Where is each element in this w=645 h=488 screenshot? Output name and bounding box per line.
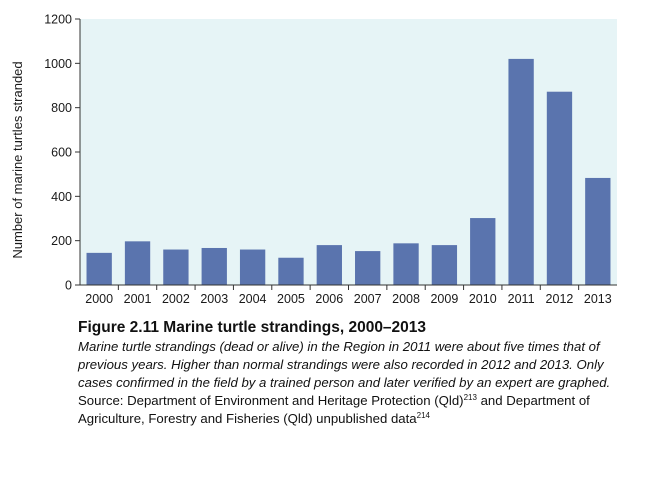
y-axis-label: Number of marine turtles stranded [10, 61, 25, 258]
bar-2005 [278, 257, 304, 285]
caption-ref-214: 214 [416, 411, 430, 420]
bar-2011 [508, 58, 534, 286]
x-tick-label-2002: 2002 [162, 292, 190, 306]
bar-chart: 0 200 400 600 800 1000 1200 2000 2001 2002 2003 20… [10, 13, 617, 306]
caption-description: Marine turtle strandings (dead or alive)… [78, 339, 611, 390]
caption-title: Figure 2.11 Marine turtle strandings, 20… [78, 319, 427, 336]
bar-2003 [201, 247, 227, 285]
x-tick-label-2013: 2013 [584, 292, 612, 306]
x-ticks-layer: 2000 2001 2002 2003 2004 2005 2006 2007 2008 2009… [85, 285, 612, 306]
bar-2001 [124, 241, 151, 285]
plot-background [80, 19, 617, 285]
x-tick-label-2000: 2000 [85, 292, 113, 306]
y-ticks-layer: 0 200 400 600 800 1000 1200 [44, 13, 80, 293]
bar-2008 [393, 243, 419, 285]
x-tick-label-2006: 2006 [315, 292, 343, 306]
bar-2012 [546, 91, 573, 286]
caption-source-part2: and Department of Agriculture, Forestry … [78, 393, 590, 426]
bar-2002 [163, 249, 189, 285]
caption-body: Marine turtle strandings (dead or alive)… [78, 338, 638, 428]
y-tick-label-1200: 1200 [44, 13, 72, 27]
bar-2007 [355, 251, 381, 285]
y-tick-label-200: 200 [51, 234, 72, 248]
x-tick-label-2011: 2011 [508, 292, 535, 306]
y-tick-label-600: 600 [51, 146, 72, 160]
bar-2010 [470, 218, 496, 285]
bars-layer [86, 58, 611, 286]
bar-2009 [431, 245, 458, 285]
caption-ref-213: 213 [463, 393, 477, 402]
y-tick-label-800: 800 [51, 101, 72, 115]
bar-2000 [86, 252, 112, 285]
x-tick-label-2007: 2007 [354, 292, 382, 306]
x-tick-label-2001: 2001 [124, 292, 152, 306]
x-tick-label-2003: 2003 [200, 292, 228, 306]
y-tick-label-0: 0 [65, 279, 72, 293]
x-tick-label-2008: 2008 [392, 292, 420, 306]
y-tick-label-1000: 1000 [44, 57, 72, 71]
caption-source-part1: Source: Department of Environment and He… [78, 393, 464, 408]
x-tick-label-2005: 2005 [277, 292, 305, 306]
y-tick-label-400: 400 [51, 190, 72, 204]
x-tick-label-2010: 2010 [469, 292, 497, 306]
figure-caption: Figure 2.11 Marine turtle strandings, 20… [78, 318, 638, 428]
bar-2004 [239, 249, 266, 285]
x-tick-label-2004: 2004 [239, 292, 267, 306]
bar-2006 [316, 245, 342, 285]
x-tick-label-2009: 2009 [430, 292, 458, 306]
bar-2013 [585, 177, 611, 285]
x-tick-label-2012: 2012 [546, 292, 574, 306]
